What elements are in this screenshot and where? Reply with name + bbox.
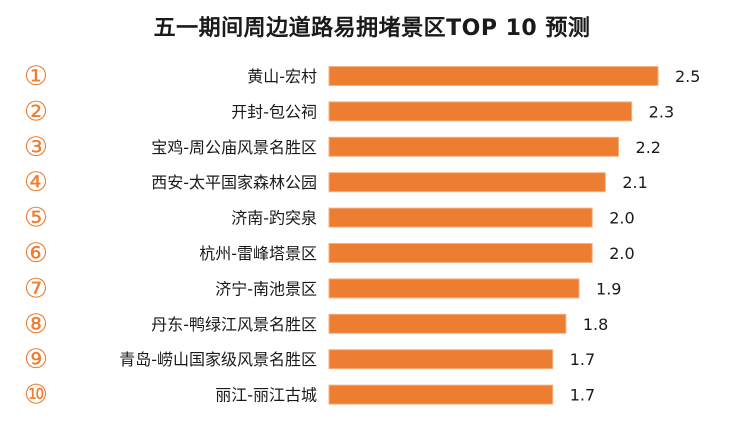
rank-marker: ④ xyxy=(24,167,48,198)
value-label: 2.3 xyxy=(649,102,674,121)
value-label: 1.9 xyxy=(596,279,621,298)
bar xyxy=(328,207,593,228)
bar xyxy=(328,136,620,157)
bar xyxy=(328,278,580,299)
bar xyxy=(328,66,659,86)
value-label: 2.0 xyxy=(609,244,634,263)
rank-marker: ⑦ xyxy=(24,273,48,304)
value-label: 2.0 xyxy=(609,209,634,228)
category-label: 济南-趵突泉 xyxy=(231,209,317,228)
category-label: 黄山-宏村 xyxy=(247,67,317,86)
value-label: 1.7 xyxy=(570,386,595,405)
value-label: 2.5 xyxy=(675,67,700,86)
category-label: 丽江-丽江古城 xyxy=(215,386,317,405)
bar xyxy=(328,313,567,334)
category-label: 青岛-崂山国家级风景名胜区 xyxy=(119,350,317,369)
rank-marker: ⑩ xyxy=(24,380,48,411)
category-label: 开封-包公祠 xyxy=(231,102,317,121)
category-label: 丹东-鸭绿江风景名胜区 xyxy=(151,315,317,334)
category-label: 杭州-雷峰塔景区 xyxy=(199,244,317,263)
rank-marker: ① xyxy=(24,61,48,92)
rank-marker: ⑤ xyxy=(24,203,48,234)
category-label: 济宁-南池景区 xyxy=(215,279,317,298)
rank-marker: ⑧ xyxy=(24,309,48,340)
bar xyxy=(328,172,606,193)
bar xyxy=(328,101,633,122)
rank-marker: ⑨ xyxy=(24,344,48,375)
rank-marker: ③ xyxy=(24,132,48,163)
value-label: 2.2 xyxy=(636,138,661,157)
bar xyxy=(328,384,554,405)
bar xyxy=(328,349,554,370)
value-label: 2.1 xyxy=(622,173,647,192)
rank-marker: ② xyxy=(24,96,48,127)
category-label: 宝鸡-周公庙风景名胜区 xyxy=(151,138,317,157)
rank-marker: ⑥ xyxy=(24,238,48,269)
bar xyxy=(328,243,593,263)
category-label: 西安-太平国家森林公园 xyxy=(151,173,317,192)
value-label: 1.8 xyxy=(583,315,608,334)
chart-title: 五一期间周边道路易拥堵景区TOP 10 预测 xyxy=(153,16,591,41)
value-label: 1.7 xyxy=(570,350,595,369)
